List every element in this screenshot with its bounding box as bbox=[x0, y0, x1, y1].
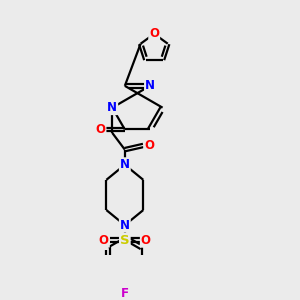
Text: O: O bbox=[141, 234, 151, 247]
Text: S: S bbox=[120, 234, 130, 247]
Text: F: F bbox=[121, 287, 129, 300]
Text: O: O bbox=[144, 139, 154, 152]
Text: O: O bbox=[99, 234, 109, 247]
Text: O: O bbox=[149, 27, 159, 40]
Text: N: N bbox=[145, 80, 155, 92]
Text: N: N bbox=[107, 101, 117, 114]
Text: N: N bbox=[120, 219, 130, 232]
Text: N: N bbox=[120, 158, 130, 171]
Text: O: O bbox=[95, 123, 106, 136]
